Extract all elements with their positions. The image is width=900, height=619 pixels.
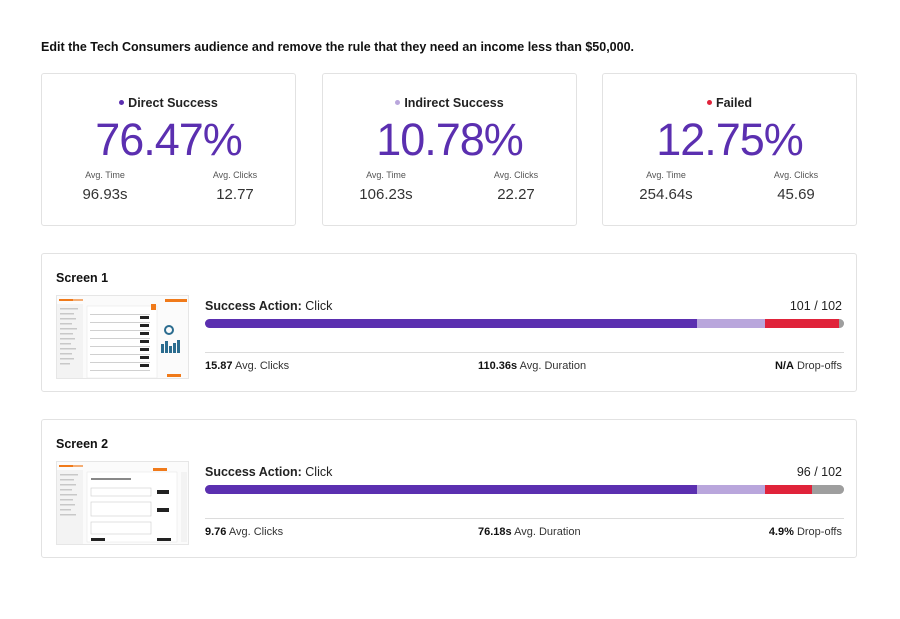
avg-clicks-metric: 9.76 Avg. Clicks (205, 526, 284, 538)
stat-title: Direct Success (42, 96, 295, 110)
stat-percent: 12.75% (656, 114, 804, 165)
result-progress-bar (205, 319, 844, 328)
stat-title: Failed (603, 96, 856, 110)
screen-title: Screen 1 (56, 271, 109, 285)
avg-clicks-value: 12.77 (216, 186, 254, 203)
screen-thumbnail-image (57, 462, 188, 544)
avg-clicks-label: Avg. Clicks (212, 170, 258, 180)
divider (205, 518, 844, 519)
success-action-label: Success Action: Click (205, 465, 333, 479)
result-progress-bar (205, 485, 844, 494)
dropoffs-metric: N/A Drop-offs (774, 360, 842, 372)
screen-1-thumbnail[interactable] (56, 295, 189, 379)
stat-percent: 10.78% (376, 114, 524, 165)
indirect-success-dot-icon (395, 100, 401, 106)
task-instruction: Edit the Tech Consumers audience and rem… (41, 40, 635, 54)
avg-clicks-metric: 15.87 Avg. Clicks (205, 360, 290, 372)
screen-title: Screen 2 (56, 437, 109, 451)
screen-2-thumbnail[interactable] (56, 461, 189, 545)
dropoffs-metric: 4.9% Drop-offs (768, 526, 842, 538)
screen-2-card[interactable]: Screen 2 Success A (41, 419, 857, 558)
direct-success-dot-icon (119, 100, 125, 106)
avg-time-label: Avg. Time (646, 170, 686, 180)
indirect-success-card: Indirect Success 10.78% Avg. Time Avg. C… (322, 73, 577, 226)
avg-clicks-value: 45.69 (777, 186, 815, 203)
avg-time-value: 254.64s (639, 186, 693, 203)
avg-duration-metric: 110.36s Avg. Duration (478, 360, 587, 372)
stat-percent: 76.47% (95, 114, 243, 165)
failed-segment (765, 485, 813, 494)
failed-dot-icon (706, 100, 712, 106)
direct-success-card: Direct Success 76.47% Avg. Time Avg. Cli… (41, 73, 296, 226)
direct-success-segment (205, 485, 698, 494)
stat-title: Indirect Success (323, 96, 576, 110)
avg-time-value: 106.23s (359, 186, 413, 203)
divider (205, 352, 844, 353)
avg-time-label: Avg. Time (85, 170, 125, 180)
avg-time-value: 96.93s (82, 186, 128, 203)
direct-success-segment (205, 319, 698, 328)
success-count: 96 / 102 (796, 465, 842, 479)
failed-card: Failed 12.75% Avg. Time Avg. Clicks 254.… (602, 73, 857, 226)
indirect-success-segment (697, 485, 766, 494)
avg-time-label: Avg. Time (366, 170, 406, 180)
indirect-success-segment (697, 319, 766, 328)
screen-1-card[interactable]: Screen 1 (41, 253, 857, 392)
avg-duration-metric: 76.18s Avg. Duration (478, 526, 581, 538)
failed-segment (765, 319, 839, 328)
success-action-label: Success Action: Click (205, 299, 333, 313)
avg-clicks-label: Avg. Clicks (773, 170, 819, 180)
screen-thumbnail-image (57, 296, 188, 378)
avg-clicks-value: 22.27 (497, 186, 535, 203)
dropoff-segment (812, 485, 844, 494)
success-count: 101 / 102 (789, 299, 842, 313)
avg-clicks-label: Avg. Clicks (493, 170, 539, 180)
dropoff-segment (838, 319, 844, 328)
